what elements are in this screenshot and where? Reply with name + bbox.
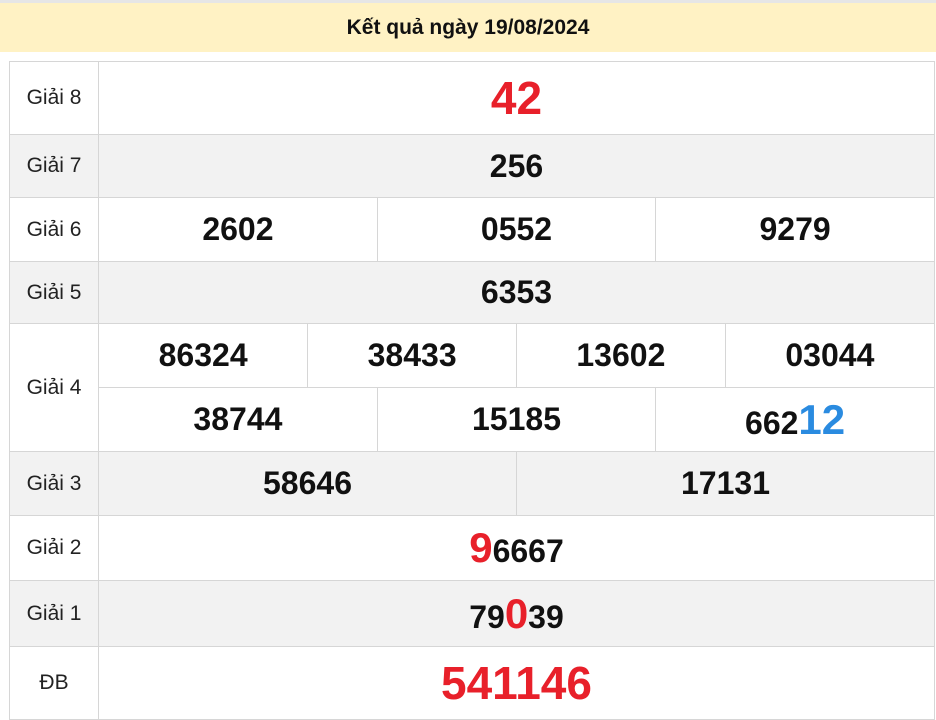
number-highlight-part: 12 <box>798 395 846 443</box>
results-header: Kết quả ngày 19/08/2024 <box>0 3 936 52</box>
number-highlight-part: 0 <box>504 589 529 637</box>
prize-number: 0552 <box>376 198 656 261</box>
prize-label: Giải 3 <box>9 451 99 516</box>
number-plain-part: 79 <box>469 598 505 635</box>
prize-number: 66212 <box>655 387 934 451</box>
prize-label: Giải 1 <box>9 580 99 647</box>
prize-number: 38433 <box>307 324 517 387</box>
number-highlight-part: 9 <box>469 524 493 571</box>
number-plain-part: 39 <box>528 598 564 635</box>
prize-number: 541146 <box>98 646 935 720</box>
results-table: Giải 8 42 Giải 7 256 Giải 6 2602 0552 92… <box>9 61 935 720</box>
prize-row-4: Giải 4 86324 38433 13602 03044 38744 151… <box>9 323 935 452</box>
top-border <box>0 0 936 3</box>
page-title: Kết quả ngày 19/08/2024 <box>346 15 590 39</box>
prize-number: 256 <box>98 134 935 198</box>
prize-label: Giải 4 <box>9 323 99 452</box>
prize-number: 96667 <box>98 515 935 581</box>
prize-number: 13602 <box>516 324 726 387</box>
prize-label: Giải 8 <box>9 61 99 135</box>
number-plain-part: 662 <box>745 404 799 441</box>
prize-number: 42 <box>98 61 935 135</box>
prize-label: Giải 6 <box>9 197 99 262</box>
prize-row-1: Giải 1 79039 <box>9 580 935 647</box>
prize-label: ĐB <box>9 646 99 720</box>
prize-number: 15185 <box>376 387 656 451</box>
prize-number: 17131 <box>516 452 934 515</box>
prize-number: 6353 <box>98 261 935 324</box>
number-plain-part: 6667 <box>492 533 564 569</box>
prize-number: 38744 <box>193 401 283 437</box>
prize-number: 58646 <box>99 452 517 515</box>
prize-row-8: Giải 8 42 <box>9 61 935 135</box>
prize-row-special: ĐB 541146 <box>9 646 935 720</box>
prize-number: 79039 <box>98 580 935 647</box>
prize-number: 03044 <box>724 324 934 387</box>
prize-label: Giải 7 <box>9 134 99 198</box>
prize-number: 9279 <box>655 198 934 261</box>
prize-number: 2602 <box>202 211 274 247</box>
prize-row-3: Giải 3 58646 17131 <box>9 451 935 516</box>
prize-label: Giải 5 <box>9 261 99 324</box>
prize-number: 86324 <box>158 337 248 373</box>
prize-row-5: Giải 5 6353 <box>9 261 935 324</box>
prize-row-6: Giải 6 2602 0552 9279 <box>9 197 935 262</box>
prize-row-2: Giải 2 96667 <box>9 515 935 581</box>
prize-label: Giải 2 <box>9 515 99 581</box>
prize-row-7: Giải 7 256 <box>9 134 935 198</box>
